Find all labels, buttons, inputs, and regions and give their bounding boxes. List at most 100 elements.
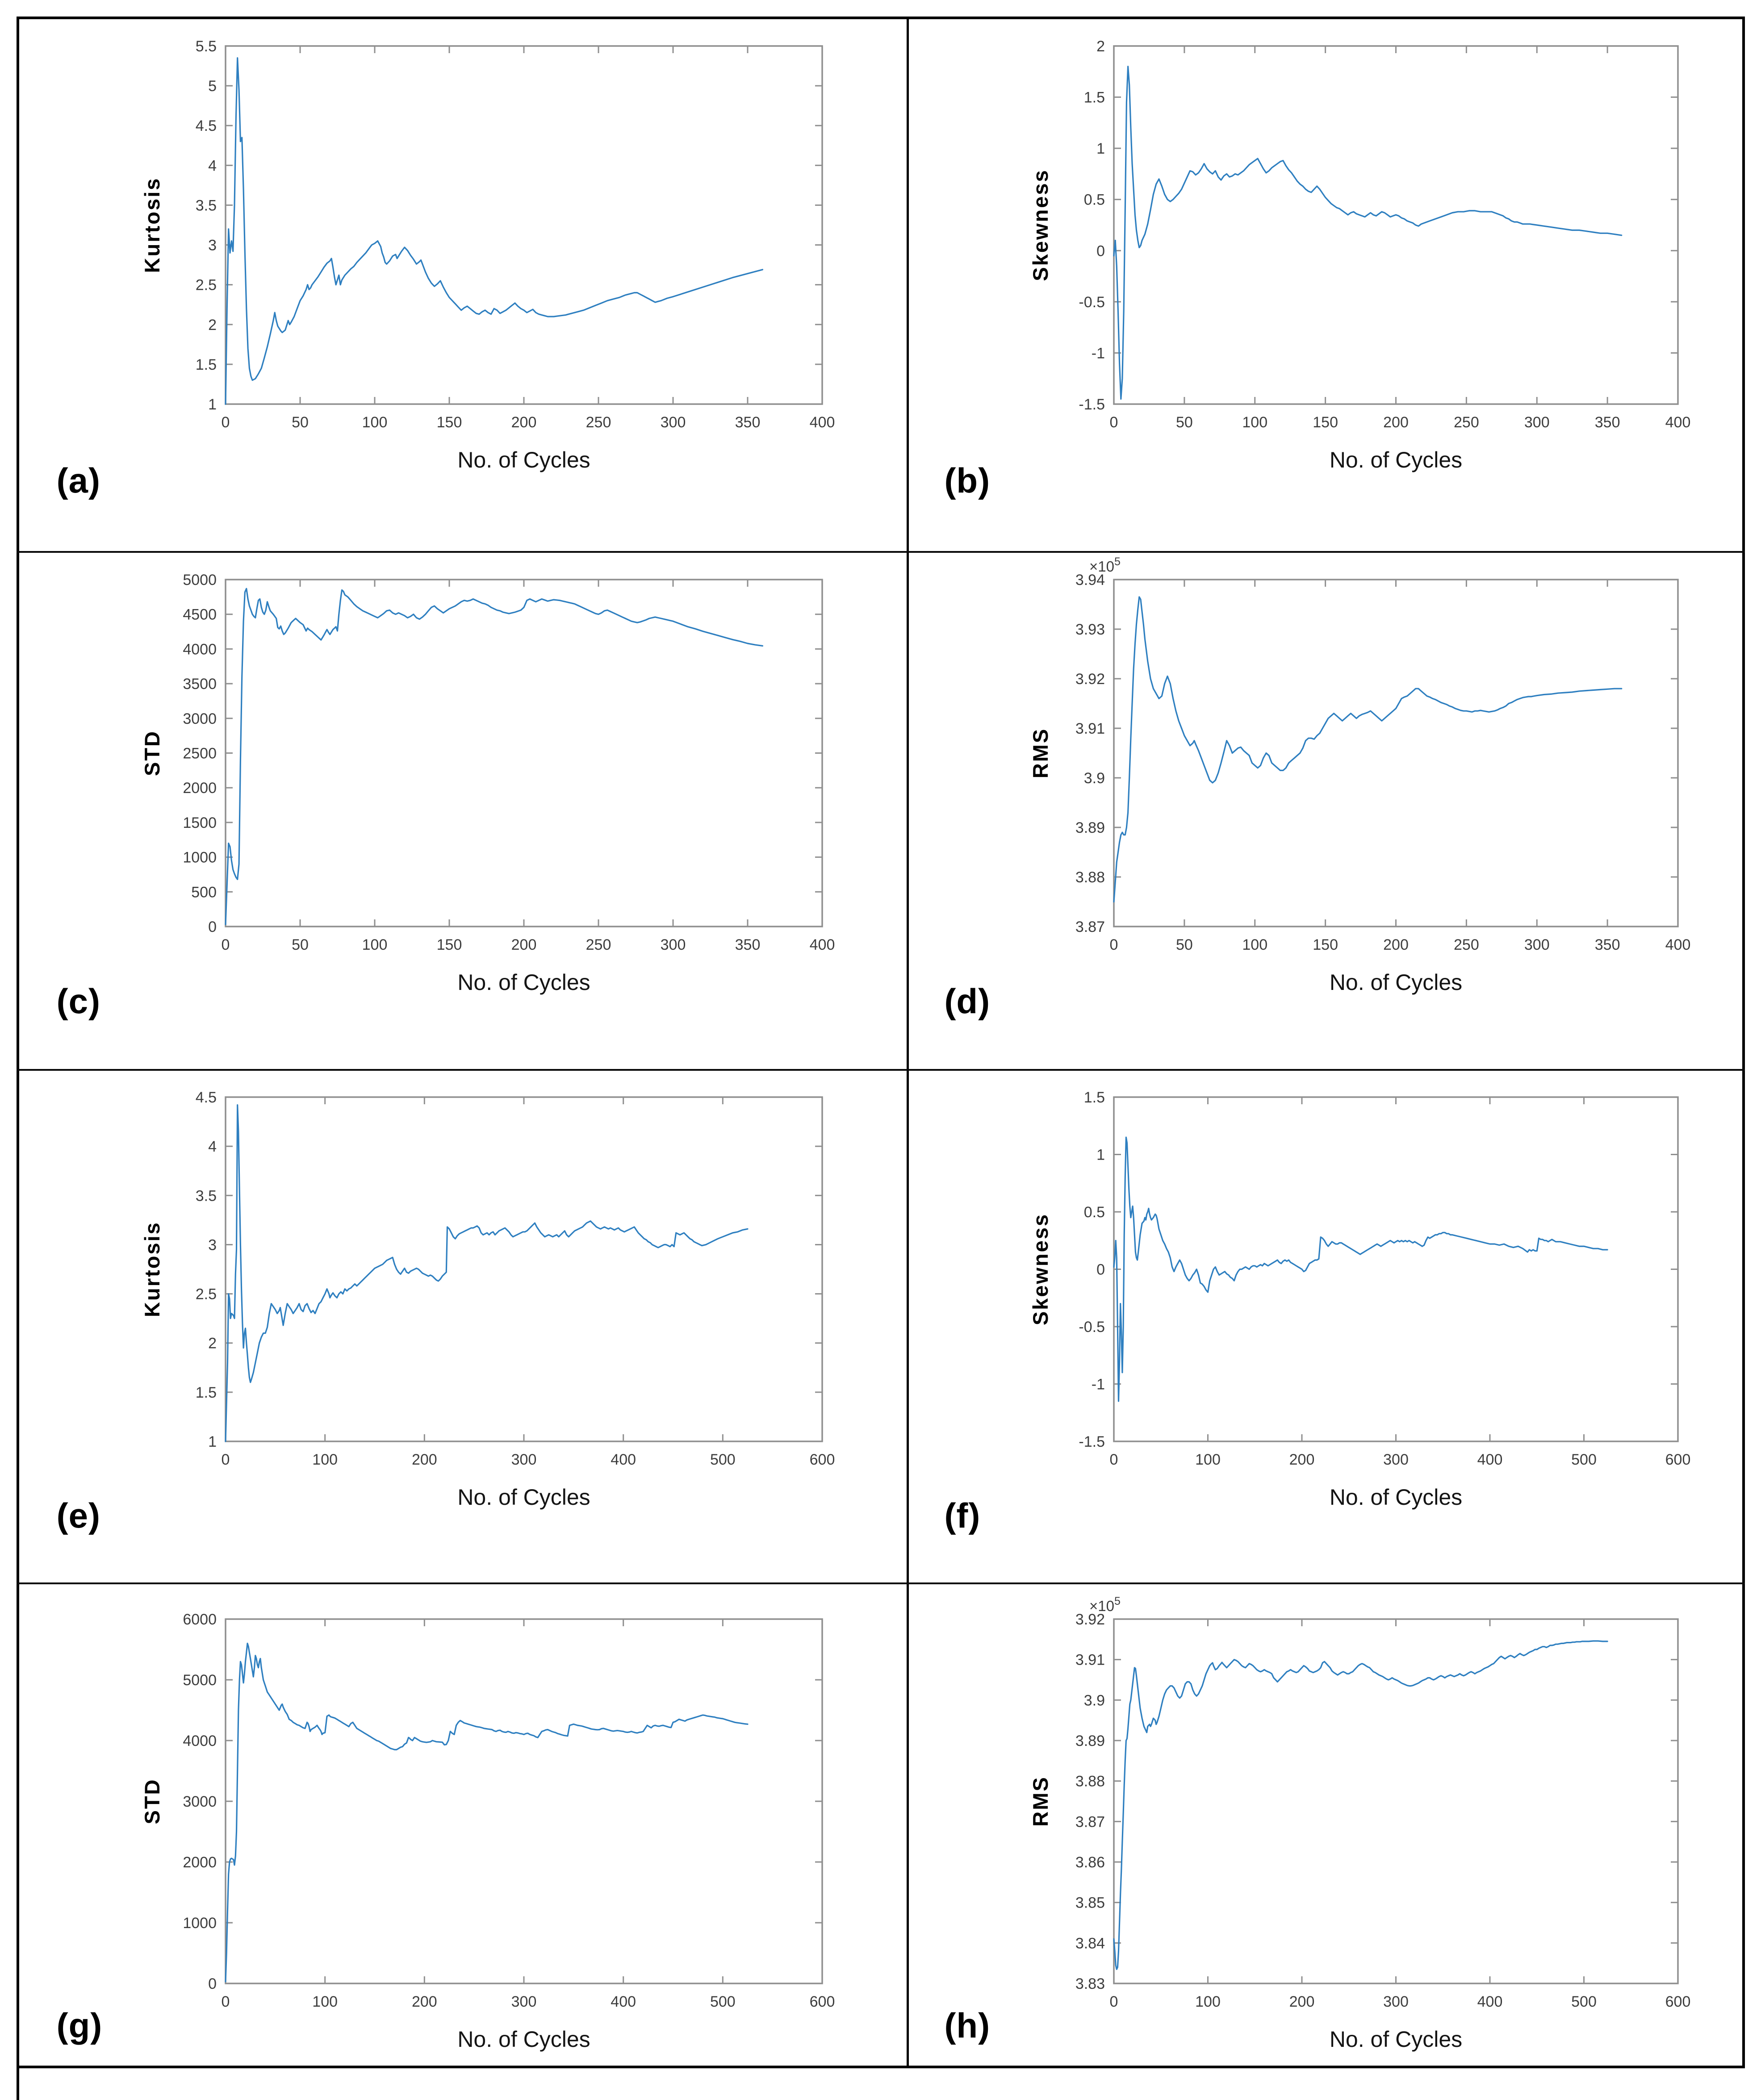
y-tick-label: 3.85 bbox=[1075, 1895, 1105, 1912]
x-tick-label: 300 bbox=[511, 1451, 537, 1468]
panel-label-f: (f) bbox=[944, 1495, 981, 1535]
y-tick-label: 3000 bbox=[183, 710, 217, 727]
y-tick-label: 0.5 bbox=[1084, 192, 1105, 209]
y-tick-label: 3.87 bbox=[1075, 1813, 1105, 1830]
kurtosis-chart-a: 0 50 100 150 200 250 300 350 400 1 1.5 2 2.5 3 3.5 4 4.5… bbox=[140, 38, 835, 472]
axes-box bbox=[1113, 1618, 1679, 1984]
kurtosis-chart-e: 0 100 200 300 400 500 600 1 1.5 2 2.5 3 3.5 4 4.5 No. o… bbox=[140, 1089, 835, 1510]
x-tick-label: 300 bbox=[511, 1993, 537, 2010]
x-axis-label: No. of Cycles bbox=[1330, 2027, 1462, 2052]
table-column-separator bbox=[907, 17, 909, 2068]
x-tick-label: 200 bbox=[511, 414, 537, 431]
panel-label-e: (e) bbox=[56, 1495, 101, 1535]
x-tick-label: 0 bbox=[222, 1993, 230, 2010]
panel-label-b: (b) bbox=[944, 460, 991, 500]
y-tick-label: 1.5 bbox=[196, 356, 217, 373]
axes-box bbox=[1113, 1096, 1679, 1442]
x-tick-label: 400 bbox=[1477, 1993, 1503, 2010]
x-tick-label: 0 bbox=[222, 1451, 230, 1468]
y-tick-label: 1 bbox=[208, 396, 217, 413]
x-tick-label: 500 bbox=[710, 1993, 736, 2010]
series-line bbox=[225, 588, 764, 925]
y-tick-label: 2.5 bbox=[196, 1286, 217, 1303]
x-tick-label: 350 bbox=[1595, 936, 1620, 953]
y-tick-label: 3.5 bbox=[196, 197, 217, 214]
x-tick-label: 200 bbox=[412, 1993, 437, 2010]
axes-box bbox=[225, 1096, 823, 1442]
x-tick-label: 0 bbox=[222, 414, 230, 431]
panel-label-h: (h) bbox=[944, 2005, 991, 2045]
x-tick-label: 400 bbox=[810, 414, 835, 431]
y-tick-label: 2000 bbox=[183, 780, 217, 797]
y-tick-label: -1.5 bbox=[1079, 396, 1105, 413]
y-axis-label: STD bbox=[140, 730, 164, 776]
y-tick-label: 1.5 bbox=[1084, 89, 1105, 106]
axes-box bbox=[1113, 45, 1679, 405]
x-axis-label: No. of Cycles bbox=[1330, 1485, 1462, 1510]
panel-f: 0 100 200 300 400 500 600 -1.5 -1 -0.5 0 0.5 1 1.5 No.… bbox=[907, 1069, 1745, 1582]
y-tick-label: 2 bbox=[1096, 38, 1105, 55]
panel-label-d: (d) bbox=[944, 981, 991, 1021]
y-tick-label: 1500 bbox=[183, 814, 217, 831]
y-tick-label: 3.87 bbox=[1075, 918, 1105, 935]
x-tick-label: 200 bbox=[412, 1451, 437, 1468]
x-tick-label: 300 bbox=[1524, 936, 1550, 953]
y-tick-label: 1 bbox=[1096, 1147, 1105, 1164]
x-tick-label: 350 bbox=[735, 414, 761, 431]
x-axis-label: No. of Cycles bbox=[457, 1485, 590, 1510]
y-tick-label: 0 bbox=[208, 1975, 217, 1992]
x-tick-label: 100 bbox=[362, 936, 388, 953]
x-tick-label: 50 bbox=[1176, 414, 1193, 431]
y-tick-label: 3.88 bbox=[1075, 869, 1105, 886]
x-tick-label: 0 bbox=[1110, 1451, 1118, 1468]
axes-box bbox=[225, 1618, 823, 1984]
panel-e: 0 100 200 300 400 500 600 1 1.5 2 2.5 3 3.5 4 4.5 No. o… bbox=[17, 1069, 907, 1582]
y-tick-label: 4 bbox=[208, 1138, 217, 1155]
x-tick-label: 600 bbox=[1665, 1451, 1691, 1468]
x-tick-label: 200 bbox=[1383, 936, 1409, 953]
rms-chart-h: 0 100 200 300 400 500 600 3.83 3.84 3.85 3.86 3.87 3… bbox=[1029, 1595, 1690, 2052]
x-tick-label: 0 bbox=[1110, 414, 1118, 431]
x-tick-label: 350 bbox=[1595, 414, 1620, 431]
y-tick-label: 0 bbox=[1096, 1261, 1105, 1278]
x-tick-label: 100 bbox=[1242, 936, 1267, 953]
y-tick-label: 1000 bbox=[183, 849, 217, 866]
y-tick-label: 5000 bbox=[183, 1672, 217, 1689]
x-tick-label: 500 bbox=[1571, 1993, 1597, 2010]
y-tick-label: 1000 bbox=[183, 1915, 217, 1932]
axes-box bbox=[225, 45, 823, 405]
x-axis-label: No. of Cycles bbox=[457, 970, 590, 995]
x-tick-label: 300 bbox=[1524, 414, 1550, 431]
skewness-chart-b: 0 50 100 150 200 250 300 350 400 -1.5 -1 -0.5 0 0.5 1 1… bbox=[1029, 38, 1691, 472]
x-tick-label: 600 bbox=[810, 1993, 835, 2010]
x-tick-label: 100 bbox=[312, 1451, 338, 1468]
panel-h: 0 100 200 300 400 500 600 3.83 3.84 3.85 3.86 3.87 3… bbox=[907, 1582, 1745, 2068]
y-tick-label: 3.9 bbox=[1084, 770, 1105, 787]
series-line bbox=[1113, 1640, 1608, 1970]
y-tick-label: -0.5 bbox=[1079, 1319, 1105, 1336]
x-tick-label: 200 bbox=[1289, 1451, 1315, 1468]
y-tick-label: -1.5 bbox=[1079, 1433, 1105, 1450]
table-row-separator-1 bbox=[17, 551, 1745, 553]
y-tick-label: 3.86 bbox=[1075, 1854, 1105, 1871]
x-tick-label: 300 bbox=[1383, 1993, 1409, 2010]
x-tick-label: 250 bbox=[586, 936, 611, 953]
panel-c: 0 50 100 150 200 250 300 350 400 0 500 1000 1500 2000… bbox=[17, 551, 907, 1069]
y-axis-label: Kurtosis bbox=[140, 1221, 164, 1317]
y-tick-label: 5000 bbox=[183, 572, 217, 589]
x-axis-label: No. of Cycles bbox=[457, 2027, 590, 2052]
y-tick-label: 3.5 bbox=[196, 1187, 217, 1204]
series-line bbox=[225, 1104, 749, 1442]
y-tick-label: 3000 bbox=[183, 1793, 217, 1810]
series-line bbox=[1113, 1136, 1608, 1402]
y-tick-label: 4000 bbox=[183, 1733, 217, 1749]
x-tick-label: 400 bbox=[1665, 936, 1691, 953]
rms-chart-d: 0 50 100 150 200 250 300 350 4003.873.883.893.93… bbox=[1029, 555, 1691, 995]
table-next-row-edge bbox=[17, 2068, 19, 2100]
x-tick-label: 400 bbox=[1665, 414, 1691, 431]
y-tick-label: 1 bbox=[208, 1433, 217, 1450]
y-tick-label: 2.5 bbox=[196, 277, 217, 294]
y-tick-label: 3500 bbox=[183, 676, 217, 693]
x-tick-label: 300 bbox=[661, 414, 686, 431]
x-tick-label: 150 bbox=[1313, 936, 1338, 953]
